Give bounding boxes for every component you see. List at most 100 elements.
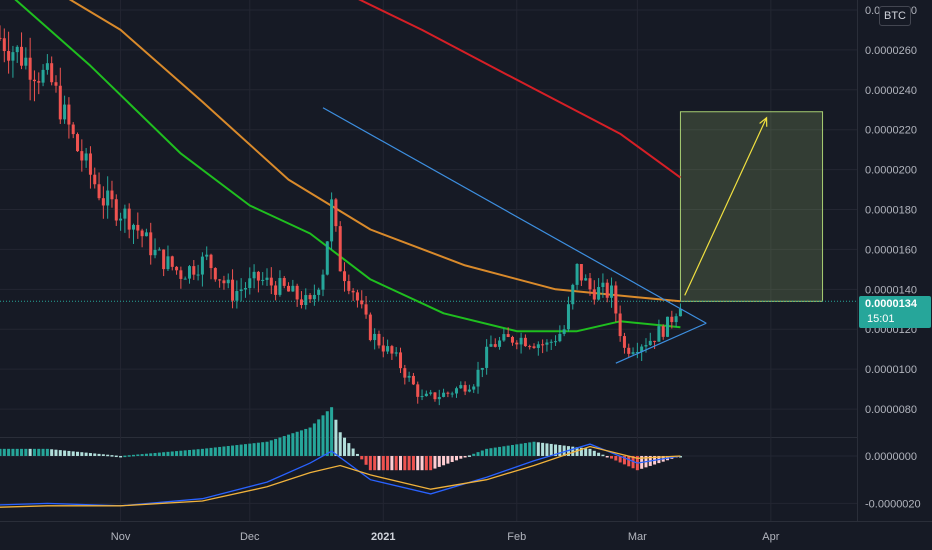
- macd-histogram-bar: [231, 445, 235, 456]
- macd-histogram-bar: [575, 447, 579, 456]
- candle-body: [231, 279, 235, 301]
- candle-body: [364, 304, 368, 315]
- macd-histogram-bar: [80, 452, 84, 456]
- candle-body: [20, 46, 24, 66]
- macd-histogram-bar: [532, 441, 536, 456]
- candle-body: [213, 268, 217, 280]
- macd-histogram-bar: [433, 455, 437, 469]
- candle-body: [338, 226, 342, 272]
- candle-body: [235, 291, 239, 301]
- candle-body: [446, 392, 450, 394]
- candle-body: [308, 295, 312, 300]
- macd-histogram-bar: [622, 455, 626, 465]
- last-price-tag: 0.0000134 15:01: [859, 296, 931, 328]
- target-arrow-line: [684, 117, 768, 296]
- y-tick-label: 0.0000100: [865, 364, 917, 376]
- macd-histogram-bar: [347, 443, 351, 456]
- candle-body: [459, 385, 463, 389]
- macd-histogram-bar: [588, 448, 592, 456]
- candle-body: [110, 190, 114, 200]
- candle-body: [351, 290, 355, 293]
- macd-histogram-bar: [480, 450, 484, 456]
- candle-body: [399, 352, 403, 369]
- candle-body: [114, 199, 118, 221]
- macd-histogram-bar: [420, 455, 424, 471]
- macd-histogram-bar: [149, 453, 153, 456]
- candle-body: [554, 341, 558, 343]
- macd-histogram-bar: [218, 446, 222, 456]
- macd-histogram-bar: [601, 454, 605, 457]
- candle-body: [218, 279, 222, 281]
- macd-histogram-bar: [131, 454, 136, 457]
- candle-body: [127, 208, 131, 230]
- candle-body: [153, 249, 157, 256]
- macd-histogram-bar: [364, 455, 368, 465]
- candle-body: [278, 278, 282, 295]
- macd-histogram-bar: [467, 455, 471, 457]
- macd-histogram-bar: [192, 449, 196, 456]
- candle-body: [261, 279, 265, 281]
- candle-body: [162, 249, 166, 270]
- macd-pane: [0, 407, 682, 508]
- candle-body: [390, 346, 394, 354]
- macd-histogram-bar: [450, 455, 454, 462]
- axes: 0.00002800.00002600.00002400.00002200.00…: [111, 5, 921, 543]
- candle-body: [183, 278, 187, 280]
- candle-body: [510, 336, 514, 343]
- macd-histogram-bar: [235, 445, 239, 456]
- macd-histogram-bar: [200, 448, 204, 456]
- macd-histogram-bar: [390, 455, 394, 471]
- candle-body: [93, 174, 97, 185]
- macd-histogram-bar: [76, 451, 80, 456]
- candle-body: [506, 334, 510, 337]
- candle-body: [472, 386, 476, 390]
- candle-body: [347, 281, 351, 291]
- macd-histogram-bar: [187, 449, 191, 456]
- candle-body: [144, 232, 148, 237]
- y-tick-label: 0.0000260: [865, 45, 917, 57]
- macd-histogram-bar: [399, 455, 403, 471]
- macd-histogram-bar: [562, 445, 566, 456]
- candle-body: [80, 151, 84, 161]
- candle-body: [50, 63, 54, 83]
- candle-body: [67, 104, 71, 125]
- x-tick-label: Feb: [507, 531, 526, 543]
- macd-histogram-bar: [627, 455, 631, 467]
- candle-body: [106, 190, 110, 206]
- macd-histogram-bar: [317, 419, 321, 456]
- macd-histogram-bar: [325, 411, 329, 456]
- candle-body: [179, 270, 183, 279]
- macd-histogram-bar: [299, 430, 303, 456]
- candle-body: [541, 344, 545, 346]
- macd-histogram-bar: [153, 452, 157, 456]
- candle-body: [325, 241, 329, 275]
- y-tick-label: 0.0000160: [865, 244, 917, 256]
- triangle-trendline: [615, 322, 707, 364]
- macd-histogram-bar: [196, 449, 200, 456]
- currency-badge[interactable]: BTC: [879, 6, 911, 26]
- candle-body: [149, 232, 153, 256]
- candle-body: [571, 284, 575, 305]
- macd-histogram-bar: [37, 448, 41, 456]
- candle-body: [317, 289, 321, 295]
- macd-histogram-bar: [58, 450, 62, 456]
- candle-body: [24, 57, 28, 66]
- macd-histogram-bar: [101, 454, 105, 456]
- macd-histogram-bar: [0, 448, 2, 456]
- macd-y-tick-label: 0.0000000: [865, 451, 917, 463]
- candle-body: [243, 288, 247, 290]
- candle-body: [45, 63, 49, 70]
- trendlines: [322, 107, 768, 364]
- candle-body: [32, 79, 36, 82]
- candle-body: [330, 199, 334, 242]
- candle-body: [411, 375, 415, 385]
- macd-histogram-bar: [429, 455, 433, 471]
- macd-histogram-bar: [631, 455, 635, 469]
- macd-histogram-bar: [618, 455, 622, 463]
- candle-body: [88, 153, 92, 175]
- candle-body: [627, 347, 631, 354]
- macd-histogram-bar: [610, 455, 614, 459]
- candle-body: [131, 224, 136, 230]
- candle-body: [536, 344, 540, 348]
